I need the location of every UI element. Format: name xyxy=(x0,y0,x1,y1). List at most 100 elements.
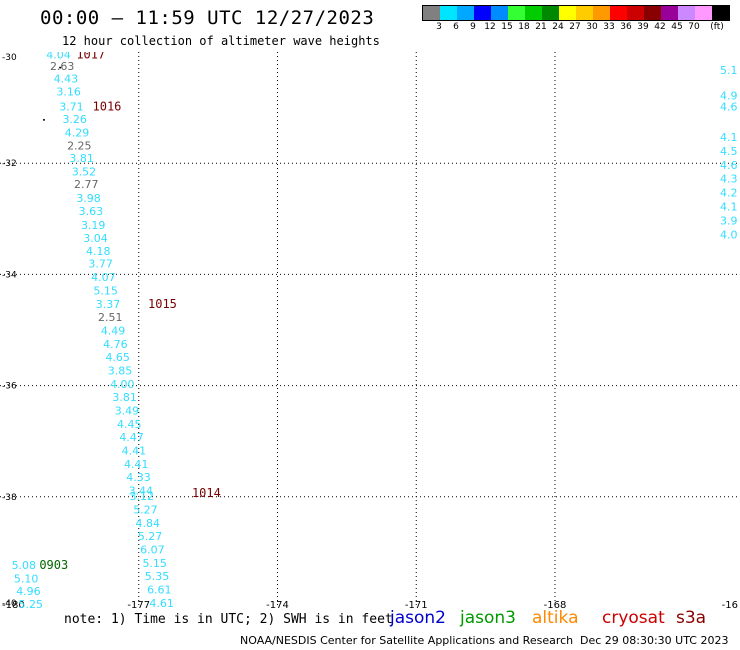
wave-height-label: 4.07 xyxy=(91,271,116,284)
wave-height-label: 4.33 xyxy=(126,471,151,484)
latitude-tick-label: -40 xyxy=(2,599,17,608)
wave-height-label: 4.04 xyxy=(46,52,71,62)
wave-height-label: 4.84 xyxy=(136,517,161,530)
wave-height-label: 3.19 xyxy=(81,219,106,232)
color-scale-labels: 3 6 9 12 15 18 21 24 27 30 33 36 39 42 45 70 (ft) xyxy=(422,22,740,34)
wave-height-label: 3.77 xyxy=(88,258,113,271)
pressure-label: 1016 xyxy=(93,99,122,113)
color-swatch xyxy=(559,6,576,20)
color-scale-label: 36 xyxy=(620,22,632,32)
latitude-tick-label: -38 xyxy=(2,493,17,503)
color-swatch xyxy=(678,6,695,20)
color-swatch xyxy=(593,6,610,20)
wave-height-label: 4.41 xyxy=(124,458,149,471)
footer-note: note: 1) Time is in UTC; 2) SWH is in fe… xyxy=(64,612,393,627)
wave-height-label: 3.81 xyxy=(112,391,137,404)
wave-height-label-edge: 4.6 xyxy=(720,100,738,113)
wave-height-label: 4.49 xyxy=(101,324,126,337)
longitude-tick-label: -177 xyxy=(127,600,150,608)
wave-height-label: 3.12 xyxy=(130,490,155,503)
wave-height-label: 4.18 xyxy=(86,245,111,258)
color-swatch xyxy=(491,6,508,20)
color-scale-label: 15 xyxy=(501,22,513,32)
wave-height-label: 4.00 xyxy=(110,378,135,391)
wave-height-label: 3.71 xyxy=(59,100,83,113)
color-scale-label: 24 xyxy=(552,22,564,32)
wave-height-label: 6.07 xyxy=(140,544,165,557)
wave-height-label: 3.98 xyxy=(76,192,101,205)
latitude-tick-label: -36 xyxy=(2,382,17,392)
wave-height-label: 5.15 xyxy=(142,557,167,570)
color-scale-label: 12 xyxy=(484,22,496,32)
wave-height-label-edge: 4.5 xyxy=(720,145,738,158)
mission-legend-item: cryosat xyxy=(602,608,665,628)
color-scale-label: 42 xyxy=(654,22,666,32)
color-scale-label: 45 xyxy=(671,22,683,32)
track-marker xyxy=(59,66,62,69)
color-swatch xyxy=(627,6,644,20)
wave-height-label: 3.16 xyxy=(56,85,81,98)
color-swatch xyxy=(508,6,525,20)
pressure-label: 0903 xyxy=(39,558,68,572)
mission-legend-item: altika xyxy=(532,608,579,628)
mission-legend-item: jason2 xyxy=(390,608,446,628)
track-marker xyxy=(42,118,45,121)
color-swatch xyxy=(423,6,440,20)
latitude-tick-label: -32 xyxy=(2,159,17,169)
color-swatch xyxy=(525,6,542,20)
color-swatch xyxy=(440,6,457,20)
wave-height-label: 5.08 xyxy=(12,559,37,572)
color-scale-label: 33 xyxy=(603,22,615,32)
wave-height-label: 3.81 xyxy=(69,152,94,165)
longitude-tick-label: -16 xyxy=(722,600,738,608)
wave-height-label-edge: 3.9 xyxy=(720,214,738,227)
wave-height-label: 4.41 xyxy=(122,445,147,458)
credit-line: NOAA/NESDIS Center for Satellite Applica… xyxy=(240,634,574,647)
pressure-label: 1014 xyxy=(192,486,221,500)
wave-height-label: 2.51 xyxy=(98,311,123,324)
color-scale-label: 18 xyxy=(518,22,530,32)
wave-height-label: 2.77 xyxy=(74,178,99,191)
color-swatch xyxy=(457,6,474,20)
wave-height-label: 2.25 xyxy=(67,139,92,152)
wave-height-label: 2.63 xyxy=(50,60,74,73)
mission-legend-item: jason3 xyxy=(460,608,516,628)
color-scale-label: 27 xyxy=(569,22,581,32)
color-scale-label: 6 xyxy=(453,22,459,32)
wave-height-label: 5.27 xyxy=(138,530,163,543)
color-swatch xyxy=(695,6,712,20)
wave-height-label: 3.52 xyxy=(72,165,97,178)
wave-height-label: 4.29 xyxy=(65,127,90,140)
color-scale-label: (ft) xyxy=(710,22,724,32)
wave-height-label: 3.44 xyxy=(129,485,154,498)
pressure-label: 1017 xyxy=(76,52,105,62)
map-subtitle: 12 hour collection of altimeter wave hei… xyxy=(62,34,380,48)
pressure-label: 1015 xyxy=(148,297,177,311)
color-swatch xyxy=(661,6,678,20)
latitude-tick-label: -34 xyxy=(2,270,17,280)
longitude-tick-label: -171 xyxy=(405,600,428,608)
wave-height-label-edge: 4.0 xyxy=(720,228,738,241)
color-swatch xyxy=(712,6,729,20)
wave-height-label: 4.96 xyxy=(16,585,41,598)
wave-height-label: 5.35 xyxy=(145,570,170,583)
generation-timestamp: Dec 29 08:30:30 UTC 2023 xyxy=(580,634,729,647)
wave-height-label: 4.43 xyxy=(54,73,79,86)
wave-height-label: 3.63 xyxy=(79,205,104,218)
color-scale-label: 3 xyxy=(436,22,442,32)
wave-height-label-edge: 5.1 xyxy=(720,64,738,77)
wave-height-label: 3.85 xyxy=(108,364,133,377)
wave-height-label: 5.25 xyxy=(19,598,44,608)
color-scale-label: 70 xyxy=(688,22,700,32)
longitude-tick-label: -180 xyxy=(2,600,25,608)
color-swatch xyxy=(610,6,627,20)
wave-height-label: 4.76 xyxy=(103,338,128,351)
wave-height-label-edge: 4.3 xyxy=(720,173,738,186)
color-swatch xyxy=(644,6,661,20)
wave-height-label-edge: 4.1 xyxy=(720,200,738,213)
color-scale-label: 21 xyxy=(535,22,547,32)
wave-height-label-edge: 4.6 xyxy=(720,159,738,172)
color-swatch xyxy=(576,6,593,20)
color-swatch xyxy=(542,6,559,20)
wave-height-label: 4.65 xyxy=(105,351,130,364)
